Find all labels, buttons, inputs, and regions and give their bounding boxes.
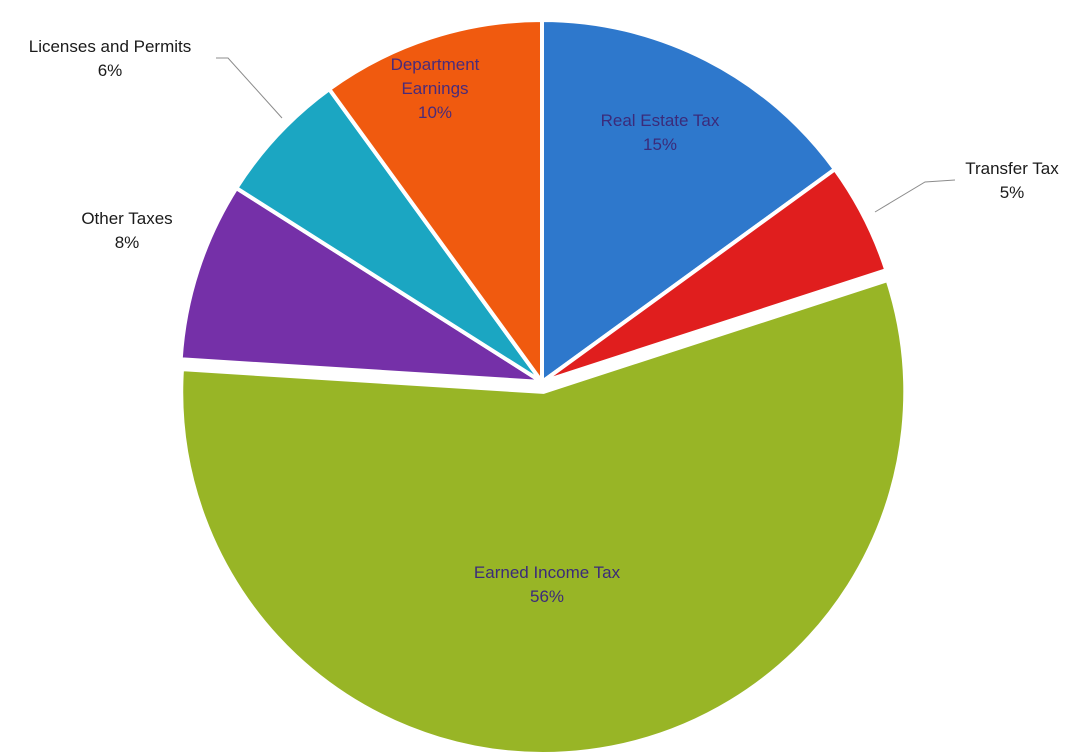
slice-earned-income-tax — [179, 278, 908, 754]
label-name: Licenses and Permits — [29, 37, 192, 56]
label-department-earnings: Department Earnings 10% — [391, 55, 480, 122]
leader-line-licenses-and-permits — [216, 57, 283, 119]
leader-line-transfer-tax — [874, 179, 956, 213]
label-transfer-tax: Transfer Tax 5% — [965, 159, 1059, 202]
label-real-estate-tax: Real Estate Tax 15% — [601, 111, 720, 154]
label-percent: 6% — [98, 61, 123, 80]
label-other-taxes: Other Taxes 8% — [81, 209, 172, 252]
leader-lines — [216, 57, 956, 213]
label-percent: 15% — [643, 135, 677, 154]
pie-slices — [178, 18, 908, 754]
label-percent: 8% — [115, 233, 140, 252]
slice-department-earnings — [327, 18, 544, 384]
slice-transfer-tax — [540, 167, 889, 384]
label-licenses-and-permits: Licenses and Permits 6% — [29, 37, 192, 80]
slice-labels: Real Estate Tax 15% Transfer Tax 5% Earned I… — [29, 37, 1060, 606]
slice-other-taxes — [178, 186, 544, 384]
slice-real-estate-tax — [540, 18, 837, 384]
label-name: Other Taxes — [81, 209, 172, 228]
label-name: Department Earnings — [391, 55, 480, 98]
label-name: Transfer Tax — [965, 159, 1059, 178]
label-percent: 5% — [1000, 183, 1025, 202]
slice-licenses-and-permits — [234, 87, 544, 384]
label-percent: 10% — [418, 103, 452, 122]
label-name: Earned Income Tax — [474, 563, 621, 582]
label-earned-income-tax: Earned Income Tax 56% — [474, 563, 621, 606]
label-name: Real Estate Tax — [601, 111, 720, 130]
label-percent: 56% — [530, 587, 564, 606]
